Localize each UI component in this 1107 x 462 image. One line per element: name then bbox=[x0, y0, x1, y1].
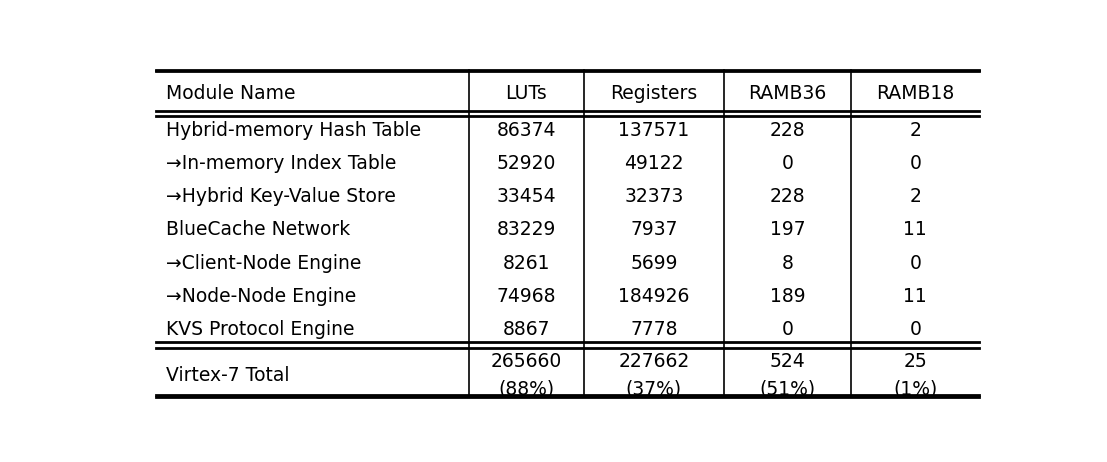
Text: 184926: 184926 bbox=[618, 286, 690, 305]
Text: 11: 11 bbox=[903, 286, 928, 305]
Text: →In-memory Index Table: →In-memory Index Table bbox=[166, 154, 396, 173]
Text: 7937: 7937 bbox=[630, 220, 677, 239]
Text: Registers: Registers bbox=[610, 84, 697, 103]
Text: 8: 8 bbox=[782, 254, 794, 273]
Text: Module Name: Module Name bbox=[166, 84, 296, 103]
Text: 2: 2 bbox=[909, 188, 921, 207]
Text: (1%): (1%) bbox=[893, 379, 938, 398]
Text: →Client-Node Engine: →Client-Node Engine bbox=[166, 254, 361, 273]
Text: (88%): (88%) bbox=[498, 379, 555, 398]
Text: 228: 228 bbox=[769, 121, 806, 140]
Text: 189: 189 bbox=[769, 286, 806, 305]
Text: 86374: 86374 bbox=[496, 121, 556, 140]
Text: 197: 197 bbox=[769, 220, 806, 239]
Text: 8867: 8867 bbox=[503, 320, 550, 339]
Text: Hybrid-memory Hash Table: Hybrid-memory Hash Table bbox=[166, 121, 421, 140]
Text: 49122: 49122 bbox=[624, 154, 683, 173]
Text: LUTs: LUTs bbox=[505, 84, 547, 103]
Text: BlueCache Network: BlueCache Network bbox=[166, 220, 350, 239]
Text: 524: 524 bbox=[769, 352, 806, 371]
Text: 5699: 5699 bbox=[630, 254, 677, 273]
Text: 32373: 32373 bbox=[624, 188, 683, 207]
Text: 0: 0 bbox=[782, 154, 794, 173]
Text: 227662: 227662 bbox=[618, 352, 690, 371]
Text: 137571: 137571 bbox=[618, 121, 690, 140]
Text: 0: 0 bbox=[782, 320, 794, 339]
Text: RAMB18: RAMB18 bbox=[876, 84, 954, 103]
Text: 74968: 74968 bbox=[496, 286, 556, 305]
Text: 265660: 265660 bbox=[490, 352, 561, 371]
Text: →Node-Node Engine: →Node-Node Engine bbox=[166, 286, 356, 305]
Text: 25: 25 bbox=[903, 352, 928, 371]
Text: (37%): (37%) bbox=[625, 379, 682, 398]
Text: 52920: 52920 bbox=[496, 154, 556, 173]
Text: 2: 2 bbox=[909, 121, 921, 140]
Text: 8261: 8261 bbox=[503, 254, 550, 273]
Text: 0: 0 bbox=[909, 254, 921, 273]
Text: 11: 11 bbox=[903, 220, 928, 239]
Text: 7778: 7778 bbox=[630, 320, 677, 339]
Text: RAMB36: RAMB36 bbox=[748, 84, 827, 103]
Text: 228: 228 bbox=[769, 188, 806, 207]
Text: (51%): (51%) bbox=[759, 379, 816, 398]
Text: 33454: 33454 bbox=[496, 188, 556, 207]
Text: KVS Protocol Engine: KVS Protocol Engine bbox=[166, 320, 354, 339]
Text: 83229: 83229 bbox=[496, 220, 556, 239]
Text: 0: 0 bbox=[909, 320, 921, 339]
Text: 0: 0 bbox=[909, 154, 921, 173]
Text: →Hybrid Key-Value Store: →Hybrid Key-Value Store bbox=[166, 188, 395, 207]
Text: Virtex-7 Total: Virtex-7 Total bbox=[166, 365, 289, 384]
